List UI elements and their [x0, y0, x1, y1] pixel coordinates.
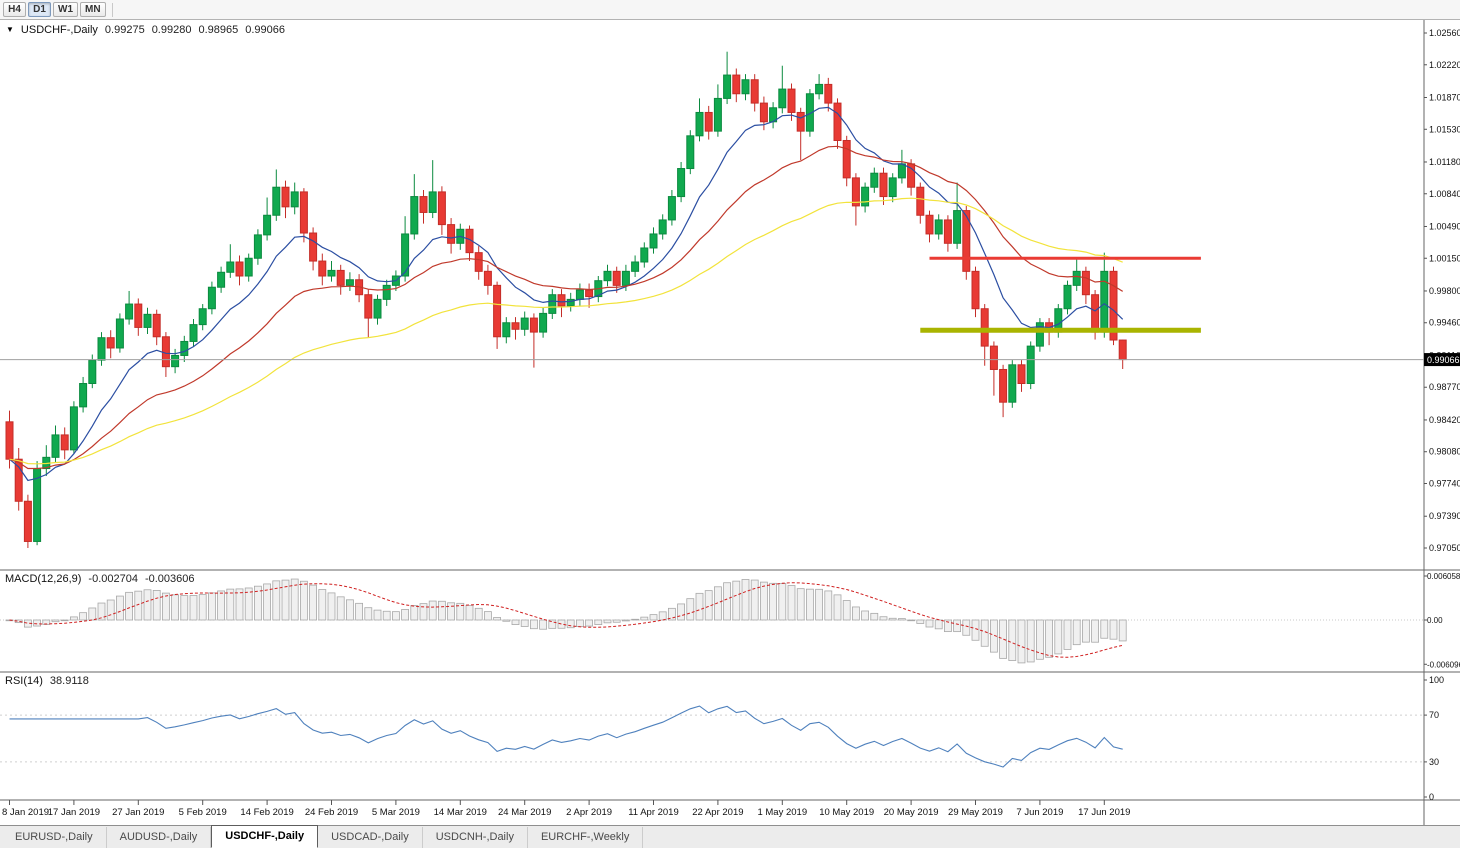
axis-label: 1 May 2019 [757, 807, 807, 818]
chart-window: 1.02560 1.02220 1.01870 1.01530 1.01180 1.008… [0, 20, 1460, 825]
open-value: 0.99275 [104, 24, 145, 36]
axis-label: 24 Feb 2019 [305, 807, 358, 818]
axis-label: 29 May 2019 [948, 807, 1003, 818]
axis-label: 0.97740 [1429, 479, 1460, 489]
axis-label: 0.98770 [1429, 382, 1460, 392]
current-price-tag [1424, 353, 1460, 367]
axis-label: -0.0060966 [1427, 660, 1460, 669]
timeframe-button-d1[interactable]: D1 [28, 2, 51, 17]
chart-title: ▼ USDCHF-,Daily 0.99275 0.99280 0.98965 … [6, 24, 285, 36]
axis-label: 11 Apr 2019 [628, 807, 679, 818]
tab-eurchf[interactable]: EURCHF-,Weekly [527, 827, 644, 848]
axis-label: 1.01870 [1429, 92, 1460, 102]
high-value: 0.99280 [151, 24, 192, 36]
chart-canvas[interactable]: 1.02560 1.02220 1.01870 1.01530 1.01180 1.008… [0, 20, 1460, 825]
axis-label: 5 Feb 2019 [179, 807, 227, 818]
axis-label: 0.99800 [1429, 286, 1460, 296]
axis-label: 14 Mar 2019 [434, 807, 487, 818]
axis-label: 20 May 2019 [884, 807, 939, 818]
tab-audusd[interactable]: AUDUSD-,Daily [106, 827, 212, 848]
axis-label: 0.99460 [1429, 318, 1460, 328]
axis-label: 8 Jan 2019 [2, 807, 49, 818]
timeframe-button-h4[interactable]: H4 [3, 2, 26, 17]
axis-label: 24 Mar 2019 [498, 807, 551, 818]
axis-label: 0.97050 [1429, 543, 1460, 553]
axis-label: 0.0060583 [1427, 572, 1460, 581]
axis-label: 17 Jun 2019 [1078, 807, 1130, 818]
rsi-name: RSI(14) [5, 675, 43, 687]
axis-label: 1.00150 [1429, 253, 1460, 263]
tab-usdchf[interactable]: USDCHF-,Daily [211, 825, 319, 848]
axis-label: 1.01180 [1429, 157, 1460, 167]
axis-label: 5 Mar 2019 [372, 807, 420, 818]
timeframe-button-mn[interactable]: MN [80, 2, 106, 17]
axis-label: 1.01530 [1429, 124, 1460, 134]
axis-label: 70 [1429, 710, 1439, 720]
macd-main-value: -0.002704 [88, 573, 138, 585]
low-value: 0.98965 [198, 24, 239, 36]
chart-menu-icon[interactable]: ▼ [6, 25, 14, 34]
macd-signal-value: -0.003606 [144, 573, 195, 585]
timeframe-toolbar: H4 D1 W1 MN [0, 0, 1460, 20]
macd-name: MACD(12,26,9) [5, 573, 82, 585]
axis-label: 27 Jan 2019 [112, 807, 164, 818]
timeframe-button-w1[interactable]: W1 [53, 2, 78, 17]
close-value: 0.99066 [245, 24, 285, 36]
axis-label: 7 Jun 2019 [1016, 807, 1063, 818]
rsi-value: 38.9118 [49, 675, 89, 687]
axis-label: 1.02560 [1429, 28, 1460, 38]
symbol-tab-bar: EURUSD-,Daily AUDUSD-,Daily USDCHF-,Daily U… [0, 825, 1460, 848]
axis-label: 0.98420 [1429, 415, 1460, 425]
tab-usdcad[interactable]: USDCAD-,Daily [318, 827, 423, 848]
axis-label: 0.98080 [1429, 447, 1460, 457]
axis-label: 17 Jan 2019 [48, 807, 100, 818]
macd-indicator-label: MACD(12,26,9) -0.002704 -0.003606 [5, 573, 195, 585]
rsi-indicator-label: RSI(14) 38.9118 [5, 675, 89, 687]
axis-label: 1.00490 [1429, 221, 1460, 231]
axis-label: 30 [1429, 757, 1439, 767]
axis-label: 2 Apr 2019 [566, 807, 612, 818]
axis-label: 1.00840 [1429, 189, 1460, 199]
axis-label: 1.02220 [1429, 60, 1460, 70]
tab-eurusd[interactable]: EURUSD-,Daily [2, 827, 107, 848]
toolbar-separator [111, 2, 113, 17]
axis-label: 0.99066 [1427, 355, 1460, 365]
axis-label: 0.97390 [1429, 511, 1460, 521]
axis-label: 100 [1429, 675, 1444, 685]
axis-label: 22 Apr 2019 [692, 807, 743, 818]
tab-usdcnh[interactable]: USDCNH-,Daily [422, 827, 528, 848]
symbol-period-label: USDCHF-,Daily [20, 24, 98, 36]
axis-label: 10 May 2019 [819, 807, 874, 818]
axis-label: 14 Feb 2019 [240, 807, 293, 818]
axis-label: 0.00 [1427, 616, 1443, 625]
axis-label: 0 [1429, 792, 1434, 802]
